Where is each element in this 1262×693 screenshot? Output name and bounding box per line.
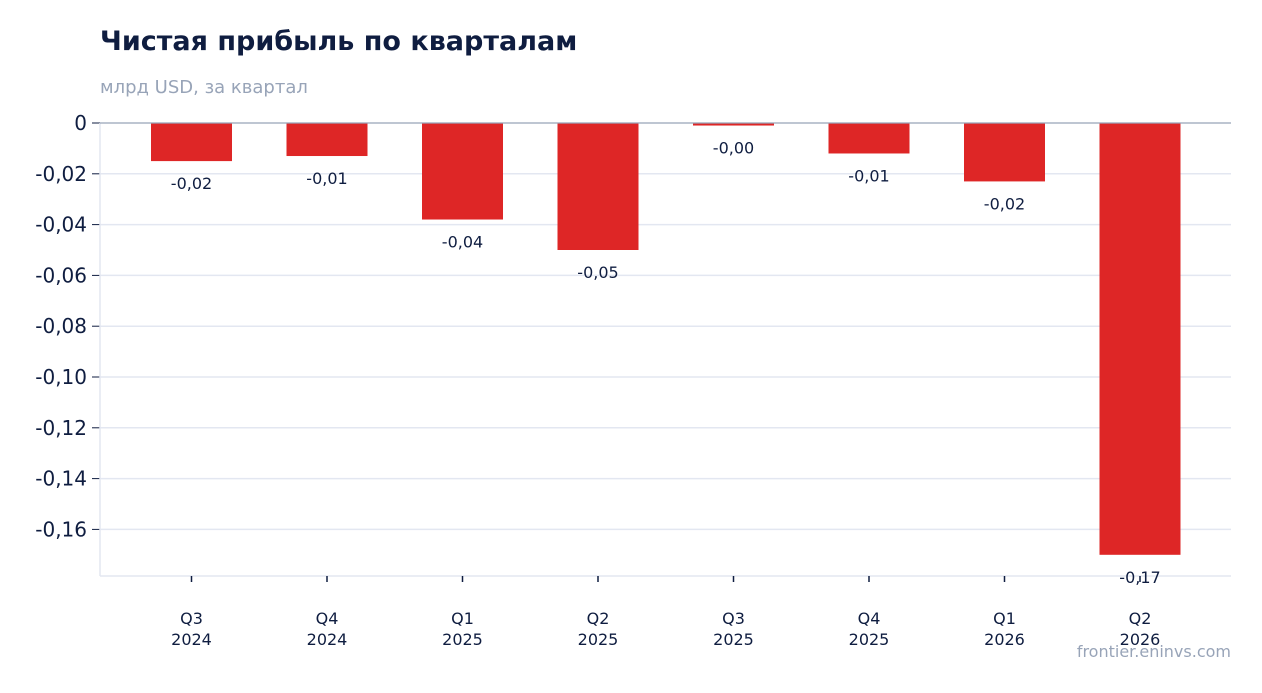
x-tick-label: 2024: [307, 630, 348, 649]
x-tick-label: Q2: [1129, 609, 1152, 628]
bar: [151, 123, 232, 162]
x-tick-label: 2026: [1120, 630, 1161, 649]
y-tick-label: -0,06: [35, 263, 87, 287]
x-tick-label: Q1: [993, 609, 1016, 628]
data-label: -0,00: [713, 139, 754, 158]
source-label: frontier.eninvs.com: [1076, 642, 1231, 661]
chart-title: Чистая прибыль по кварталам: [100, 26, 578, 57]
x-tick-label: Q2: [587, 609, 610, 628]
x-tick-label: Q3: [180, 609, 203, 628]
y-tick-label: 0: [74, 111, 87, 135]
x-tick-label: 2025: [713, 630, 754, 649]
bar: [1099, 123, 1181, 555]
y-tick-label: -0,10: [35, 365, 87, 389]
data-label: -0,01: [306, 169, 347, 188]
x-tick-label: 2026: [984, 630, 1025, 649]
data-label: -0,01: [848, 166, 889, 185]
data-label: -0,02: [984, 194, 1025, 213]
data-label: -0,04: [442, 233, 483, 252]
x-tick-label: 2025: [578, 630, 619, 649]
bar: [828, 123, 910, 154]
y-tick-label: -0,14: [35, 467, 87, 491]
x-tick-label: 2025: [849, 630, 890, 649]
data-label: -0,05: [577, 263, 618, 282]
y-tick-label: -0,02: [35, 162, 87, 186]
x-tick-label: Q1: [451, 609, 474, 628]
y-tick-label: -0,04: [35, 213, 87, 237]
bar: [964, 123, 1045, 182]
x-tick-label: Q4: [858, 609, 881, 628]
bar: [286, 123, 368, 157]
x-tick-label: 2024: [171, 630, 212, 649]
x-tick-label: Q4: [316, 609, 339, 628]
bar: [693, 123, 774, 126]
chart-subtitle: млрд USD, за квартал: [100, 77, 308, 98]
bar: [422, 123, 503, 220]
bar: [557, 123, 639, 250]
y-tick-label: -0,16: [35, 517, 87, 541]
data-label: -0,02: [171, 174, 212, 193]
y-tick-label: -0,08: [35, 314, 87, 338]
y-tick-label: -0,12: [35, 416, 87, 440]
x-tick-label: Q3: [722, 609, 745, 628]
x-tick-label: 2025: [442, 630, 483, 649]
